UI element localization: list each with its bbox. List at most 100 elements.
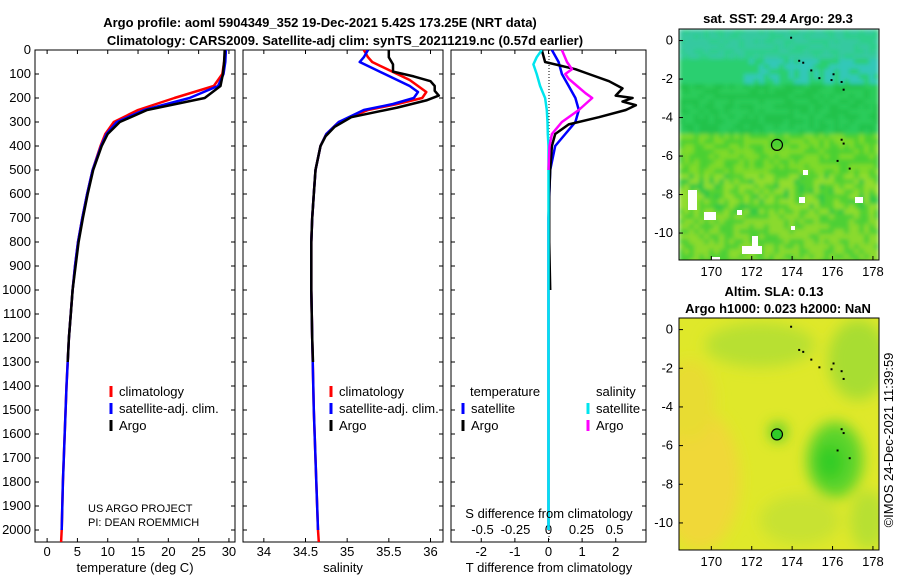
depth-tick-label: 800: [9, 234, 31, 249]
island-mark: [842, 142, 845, 145]
island-mark: [840, 370, 843, 373]
x-tick-label: -2: [475, 544, 487, 559]
map-lat-tick-label: -8: [661, 187, 673, 202]
x-tick-label: 0: [44, 544, 51, 559]
island-mark: [818, 366, 821, 369]
map-lat-tick-label: 0: [666, 322, 673, 337]
salinity-series: [310, 50, 441, 542]
map-lat-tick-label: -10: [654, 225, 673, 240]
sst-missing-data: [712, 257, 720, 260]
sst-missing-data: [688, 190, 697, 210]
depth-tick-label: 1600: [2, 426, 31, 441]
salinity-argo-line: [310, 50, 441, 363]
island-mark: [840, 428, 843, 431]
legend-satellite-label: satellite-adj. clim.: [339, 401, 439, 416]
imos-timestamp: ©IMOS 24-Dec-2021 11:39:59: [881, 353, 896, 528]
sst-missing-data: [737, 210, 742, 215]
map-lon-tick-label: 178: [862, 264, 884, 279]
island-mark: [836, 159, 839, 162]
map-lon-tick-label: 172: [741, 264, 763, 279]
island-mark: [790, 36, 793, 39]
depth-tick-label: 1700: [2, 450, 31, 465]
island-mark: [832, 362, 835, 365]
sla-map-title-line2: Argo h1000: 0.023 h2000: NaN: [685, 301, 871, 316]
depth-tick-label: 1400: [2, 378, 31, 393]
temperature-series: [59, 50, 228, 542]
sla-map-coastline: [790, 325, 851, 460]
map-lon-tick-label: 174: [781, 264, 803, 279]
sst-missing-data: [791, 226, 795, 230]
depth-tick-label: 1100: [3, 306, 31, 321]
map-lon-tick-label: 176: [822, 264, 844, 279]
sst-missing-data: [752, 236, 758, 246]
difference-legend: temperature salinity satellite Argo sate…: [461, 384, 640, 433]
s-difference-tick-label: -0.25: [501, 522, 531, 537]
difference-series: [532, 50, 638, 530]
sst-map-coastline: [790, 36, 851, 170]
island-mark: [802, 350, 805, 353]
depth-tick-label: 2000: [2, 522, 31, 537]
depth-tick-label: 400: [9, 138, 31, 153]
depth-tick-label: 300: [9, 114, 31, 129]
depth-tick-label: 1900: [2, 498, 31, 513]
island-mark: [798, 59, 801, 62]
x-tick-label: 30: [222, 544, 236, 559]
legend-climatology-label: climatology: [339, 384, 405, 399]
map-axis-ticks: 170 172 174 176 178 0 -2 -4 -6 -8 -10 170 172 174 176 1…: [654, 33, 884, 569]
sla-map-axes: [678, 317, 880, 551]
legend-salinity-heading: salinity: [596, 384, 636, 399]
map-lat-tick-label: -6: [661, 438, 673, 453]
legend-s-argo-label: Argo: [596, 418, 623, 433]
x-tick-label: 25: [191, 544, 205, 559]
legend-climatology-label: climatology: [119, 384, 185, 399]
sst-missing-data: [742, 246, 762, 254]
main-title-line2: Climatology: CARS2009. Satellite-adj cli…: [107, 33, 583, 48]
sst-profile-location-marker: [770, 138, 784, 151]
sla-map-title-line1: Altim. SLA: 0.13: [725, 284, 824, 299]
sst-map-axes: [678, 28, 880, 261]
x-tick-label: 10: [100, 544, 114, 559]
island-mark: [818, 77, 821, 80]
island-mark: [840, 138, 843, 141]
depth-tick-label: 100: [9, 66, 31, 81]
depth-tick-label: 900: [9, 258, 31, 273]
legend-t-satellite-label: satellite: [471, 401, 515, 416]
island-mark: [848, 457, 851, 460]
island-mark: [830, 368, 833, 371]
island-mark: [798, 348, 801, 351]
island-mark: [840, 80, 843, 83]
depth-tick-label: 0: [24, 42, 31, 57]
map-lat-tick-label: -4: [661, 399, 673, 414]
map-lat-tick-label: -2: [661, 360, 673, 375]
salinity-axes: [242, 49, 444, 543]
x-tick-label: 34: [257, 544, 271, 559]
s-difference-tick-label: 0.5: [605, 522, 623, 537]
legend-argo-label: Argo: [339, 418, 366, 433]
map-lon-tick-label: 172: [741, 554, 763, 569]
map-lon-tick-label: 170: [700, 554, 722, 569]
island-mark: [832, 73, 835, 76]
legend-t-argo-label: Argo: [471, 418, 498, 433]
sst-missing-data: [855, 197, 863, 203]
main-title-line1: Argo profile: aoml 5904349_352 19-Dec-20…: [103, 15, 537, 30]
temperature-axes: [34, 49, 236, 543]
x-tick-label: 5: [74, 544, 81, 559]
map-lon-tick-label: 178: [862, 554, 884, 569]
island-mark: [836, 449, 839, 452]
legend-temperature-heading: temperature: [470, 384, 540, 399]
legend-satellite-label: satellite-adj. clim.: [119, 401, 219, 416]
s-difference-xlabel: S difference from climatology: [465, 506, 633, 521]
map-lon-tick-label: 174: [781, 554, 803, 569]
x-tick-label: 35.5: [376, 544, 401, 559]
temperature-argo-line: [66, 50, 226, 363]
x-tick-label: 15: [131, 544, 145, 559]
axis-ticks: 0100200300400500600700800900100011001200…: [2, 42, 646, 559]
legend-argo-label: Argo: [119, 418, 146, 433]
x-tick-label: 35: [340, 544, 354, 559]
t-difference-xlabel: T difference from climatology: [466, 560, 633, 575]
depth-tick-label: 1200: [2, 330, 31, 345]
salinity-xlabel: salinity: [323, 560, 363, 575]
salinity-legend: climatology satellite-adj. clim. Argo: [329, 384, 439, 433]
x-tick-label: 34.5: [293, 544, 318, 559]
